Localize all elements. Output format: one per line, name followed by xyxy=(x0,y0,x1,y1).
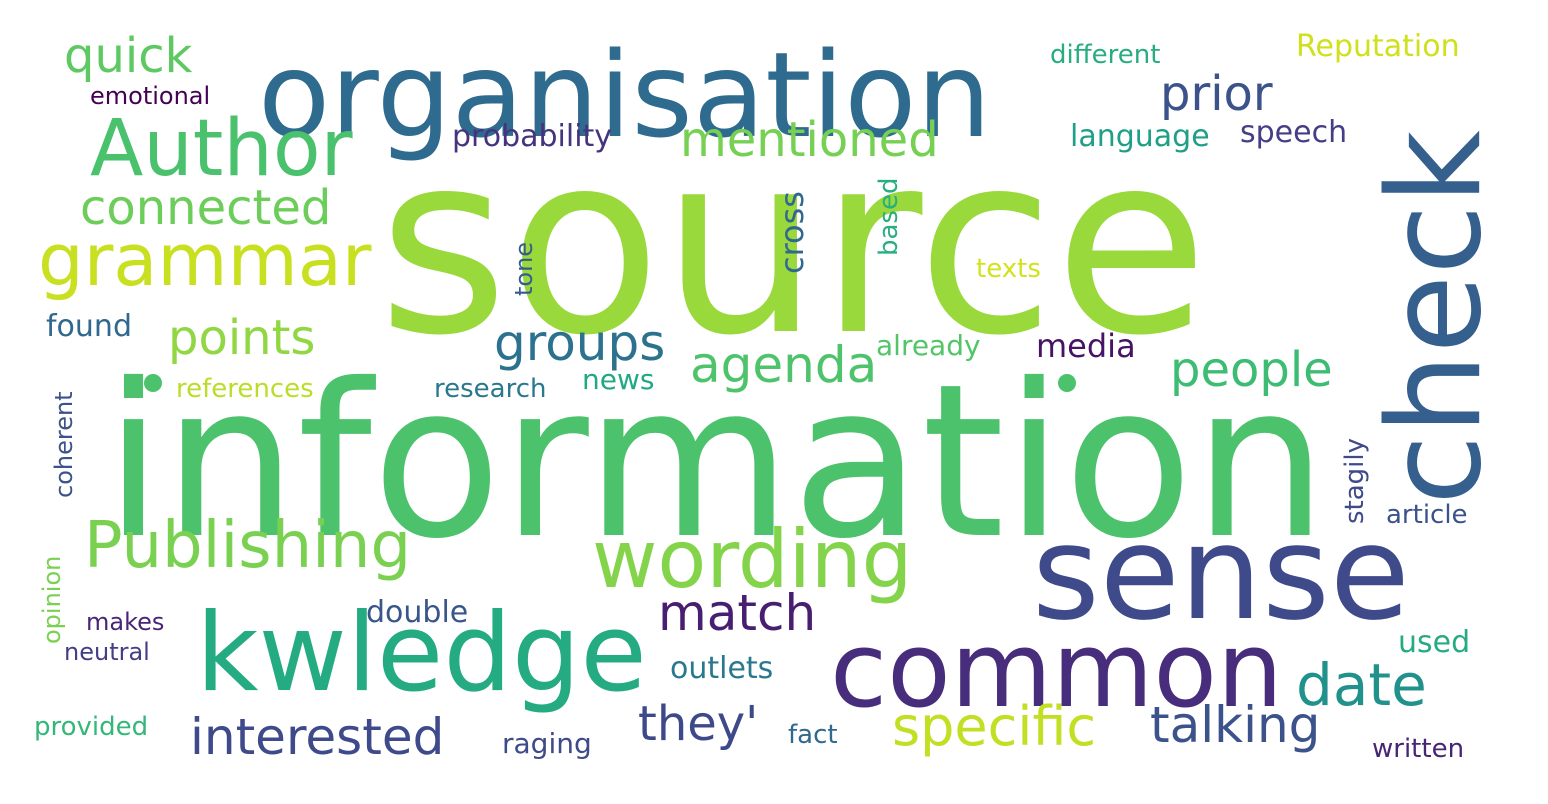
word-interested: interested xyxy=(190,708,445,766)
word-language: language xyxy=(1070,119,1210,154)
word-reputation: Reputation xyxy=(1296,29,1460,64)
word-opinion: opinion xyxy=(38,555,66,644)
word-groups: groups xyxy=(494,314,666,372)
dot-right xyxy=(1058,374,1076,392)
word-references: references xyxy=(176,374,314,404)
word-kwledge: kwledge xyxy=(196,591,647,716)
word-raging: raging xyxy=(502,727,592,760)
word-agenda: agenda xyxy=(690,336,878,394)
word-sense: sense xyxy=(1032,497,1410,649)
word-fact: fact xyxy=(788,720,838,750)
word-specific: specific xyxy=(892,695,1097,758)
word-publishing: Publishing xyxy=(84,509,412,583)
word-makes: makes xyxy=(86,608,165,636)
word-based: based xyxy=(874,177,904,256)
word-prior: prior xyxy=(1160,66,1273,122)
word-outlets: outlets xyxy=(670,651,774,686)
word-information: information xyxy=(104,338,1328,585)
word-emotional: emotional xyxy=(90,82,211,110)
word-cross: cross xyxy=(773,191,811,274)
word-organisation: organisation xyxy=(258,26,992,164)
word-found: found xyxy=(46,309,132,344)
word-research: research xyxy=(434,374,547,404)
word-coherent: coherent xyxy=(50,391,78,498)
word-written: written xyxy=(1372,734,1465,764)
word-double: double xyxy=(366,595,469,630)
word-different: different xyxy=(1050,40,1161,70)
word-mentioned: mentioned xyxy=(680,112,939,168)
word-speech: speech xyxy=(1240,115,1348,150)
word-connected: connected xyxy=(80,180,332,236)
word-article: article xyxy=(1386,500,1468,530)
word-media: media xyxy=(1036,327,1136,365)
word-already: already xyxy=(876,329,981,362)
dot-left xyxy=(144,374,162,392)
word-stagily: stagily xyxy=(1340,437,1370,524)
word-points: points xyxy=(168,310,316,366)
word-match: match xyxy=(658,584,817,642)
word-used: used xyxy=(1398,625,1471,660)
word-date: date xyxy=(1296,651,1427,719)
word-tone: tone xyxy=(510,241,538,296)
word-they: they' xyxy=(638,696,759,752)
word-talking: talking xyxy=(1150,696,1321,754)
word-texts: texts xyxy=(976,254,1041,284)
word-common: common xyxy=(830,609,1283,731)
word-people: people xyxy=(1170,342,1333,398)
word-wording: wording xyxy=(592,513,913,606)
word-probability: probability xyxy=(452,119,613,154)
word-check: check xyxy=(1361,130,1510,505)
word-provided: provided xyxy=(34,712,149,742)
word-grammar: grammar xyxy=(38,218,372,302)
word-news: news xyxy=(582,363,655,396)
word-author: Author xyxy=(90,104,353,194)
word-neutral: neutral xyxy=(64,638,150,666)
word-source: source xyxy=(378,99,1209,390)
word-quick: quick xyxy=(64,28,193,84)
